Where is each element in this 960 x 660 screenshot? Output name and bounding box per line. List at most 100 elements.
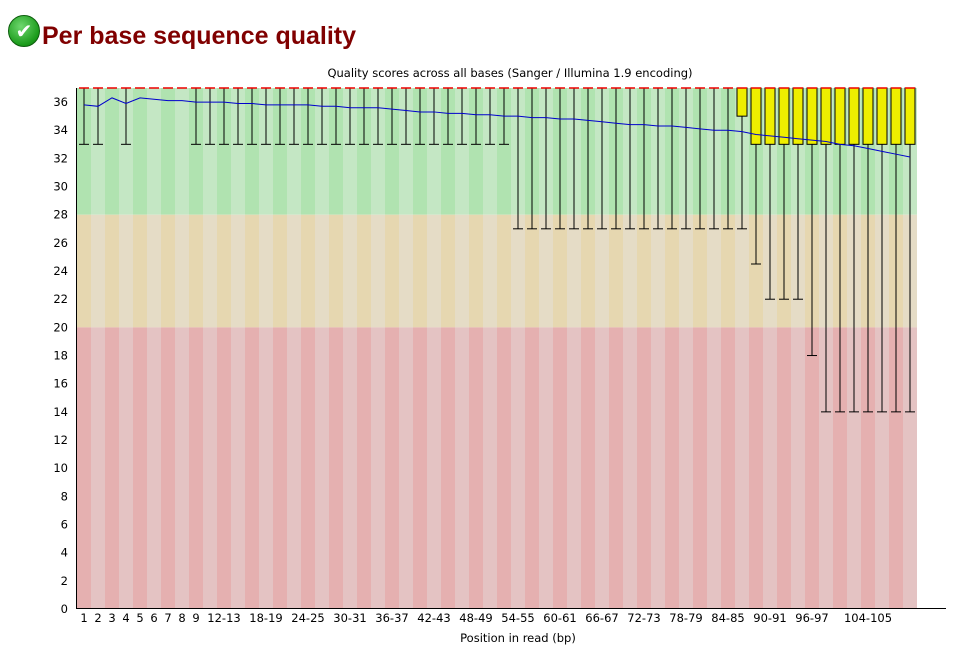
- quality-band-poor: [427, 327, 441, 609]
- quality-band-poor: [329, 327, 343, 609]
- quality-band-poor: [609, 327, 623, 609]
- quality-band-poor: [553, 327, 567, 609]
- check-circle-icon: ✔: [8, 14, 40, 47]
- y-tick-label: 18: [53, 349, 68, 363]
- quality-band-poor: [595, 327, 609, 609]
- mean-line: [83, 97, 911, 158]
- quality-band-poor: [679, 327, 693, 609]
- quality-band-reasonable: [371, 214, 385, 328]
- quality-band-poor: [203, 327, 217, 609]
- quality-band-good: [343, 88, 357, 215]
- quality-band-good: [413, 88, 427, 215]
- quality-band-good: [245, 88, 259, 215]
- quality-band-poor: [833, 327, 847, 609]
- quality-band-poor: [133, 327, 147, 609]
- quality-band-poor: [119, 327, 133, 609]
- x-tick-label: 4: [122, 611, 129, 625]
- quality-band-good: [329, 88, 343, 215]
- quality-band-reasonable: [287, 214, 301, 328]
- quality-band-reasonable: [91, 214, 105, 328]
- quality-band-good: [399, 88, 413, 215]
- quality-band-reasonable: [217, 214, 231, 328]
- quality-band-good: [189, 88, 203, 215]
- quality-band-poor: [91, 327, 105, 609]
- y-tick-label: 30: [53, 180, 68, 194]
- quality-band-poor: [413, 327, 427, 609]
- quality-band-good: [497, 88, 511, 215]
- quality-band-poor: [217, 327, 231, 609]
- x-tick-label: 60-61: [543, 611, 576, 625]
- y-tick-label: 16: [53, 377, 68, 391]
- quality-band-good: [455, 88, 469, 215]
- quality-band-good: [427, 88, 441, 215]
- quality-band-reasonable: [693, 214, 707, 328]
- quality-band-poor: [693, 327, 707, 609]
- y-tick-label: 12: [53, 433, 68, 447]
- quality-band-reasonable: [735, 214, 749, 328]
- quality-band-poor: [777, 327, 791, 609]
- quality-band-poor: [483, 327, 497, 609]
- quality-band-reasonable: [567, 214, 581, 328]
- quality-band-good: [133, 88, 147, 215]
- x-tick-label: 96-97: [795, 611, 828, 625]
- quality-band-poor: [511, 327, 525, 609]
- y-tick-label: 22: [53, 292, 68, 306]
- quality-band-poor: [749, 327, 763, 609]
- x-tick-label: 90-91: [753, 611, 786, 625]
- quality-band-reasonable: [441, 214, 455, 328]
- quartile-box: [750, 87, 762, 145]
- quartile-box: [848, 87, 860, 145]
- quality-band-reasonable: [189, 214, 203, 328]
- quality-band-poor: [497, 327, 511, 609]
- x-tick-label: 5: [136, 611, 143, 625]
- quality-band-reasonable: [231, 214, 245, 328]
- quality-band-poor: [525, 327, 539, 609]
- y-tick-label: 2: [61, 574, 68, 588]
- quality-band-poor: [343, 327, 357, 609]
- quality-band-poor: [903, 327, 917, 609]
- quartile-box: [834, 87, 846, 145]
- quality-band-reasonable: [147, 214, 161, 328]
- y-tick-label: 20: [53, 320, 68, 334]
- quality-band-good: [91, 88, 105, 215]
- quality-band-poor: [819, 327, 833, 609]
- quality-band-reasonable: [161, 214, 175, 328]
- x-tick-label: 36-37: [375, 611, 408, 625]
- y-tick-label: 0: [61, 602, 68, 616]
- quality-band-poor: [469, 327, 483, 609]
- quality-band-reasonable: [175, 214, 189, 328]
- quality-band-reasonable: [749, 214, 763, 328]
- quality-band-poor: [539, 327, 553, 609]
- y-tick-label: 8: [61, 489, 68, 503]
- quality-band-poor: [875, 327, 889, 609]
- quality-band-poor: [161, 327, 175, 609]
- quality-band-reasonable: [357, 214, 371, 328]
- quality-band-reasonable: [133, 214, 147, 328]
- quality-band-good: [273, 88, 287, 215]
- quality-band-reasonable: [609, 214, 623, 328]
- quality-band-poor: [721, 327, 735, 609]
- quality-band-poor: [665, 327, 679, 609]
- quality-band-good: [483, 88, 497, 215]
- quality-band-poor: [581, 327, 595, 609]
- quality-band-reasonable: [553, 214, 567, 328]
- quality-band-reasonable: [651, 214, 665, 328]
- quality-band-poor: [651, 327, 665, 609]
- quality-band-reasonable: [105, 214, 119, 328]
- quality-band-poor: [189, 327, 203, 609]
- quality-band-poor: [637, 327, 651, 609]
- quality-band-poor: [707, 327, 721, 609]
- x-tick-label: 30-31: [333, 611, 366, 625]
- quality-band-good: [161, 88, 175, 215]
- x-tick-label: 78-79: [669, 611, 702, 625]
- quality-band-poor: [399, 327, 413, 609]
- quality-band-reasonable: [637, 214, 651, 328]
- quality-band-poor: [259, 327, 273, 609]
- quality-band-poor: [77, 327, 91, 609]
- quality-band-good: [259, 88, 273, 215]
- quartile-box: [890, 87, 902, 145]
- quartile-box: [876, 87, 888, 145]
- x-tick-label: 7: [164, 611, 171, 625]
- quality-band-reasonable: [385, 214, 399, 328]
- quality-band-good: [105, 88, 119, 215]
